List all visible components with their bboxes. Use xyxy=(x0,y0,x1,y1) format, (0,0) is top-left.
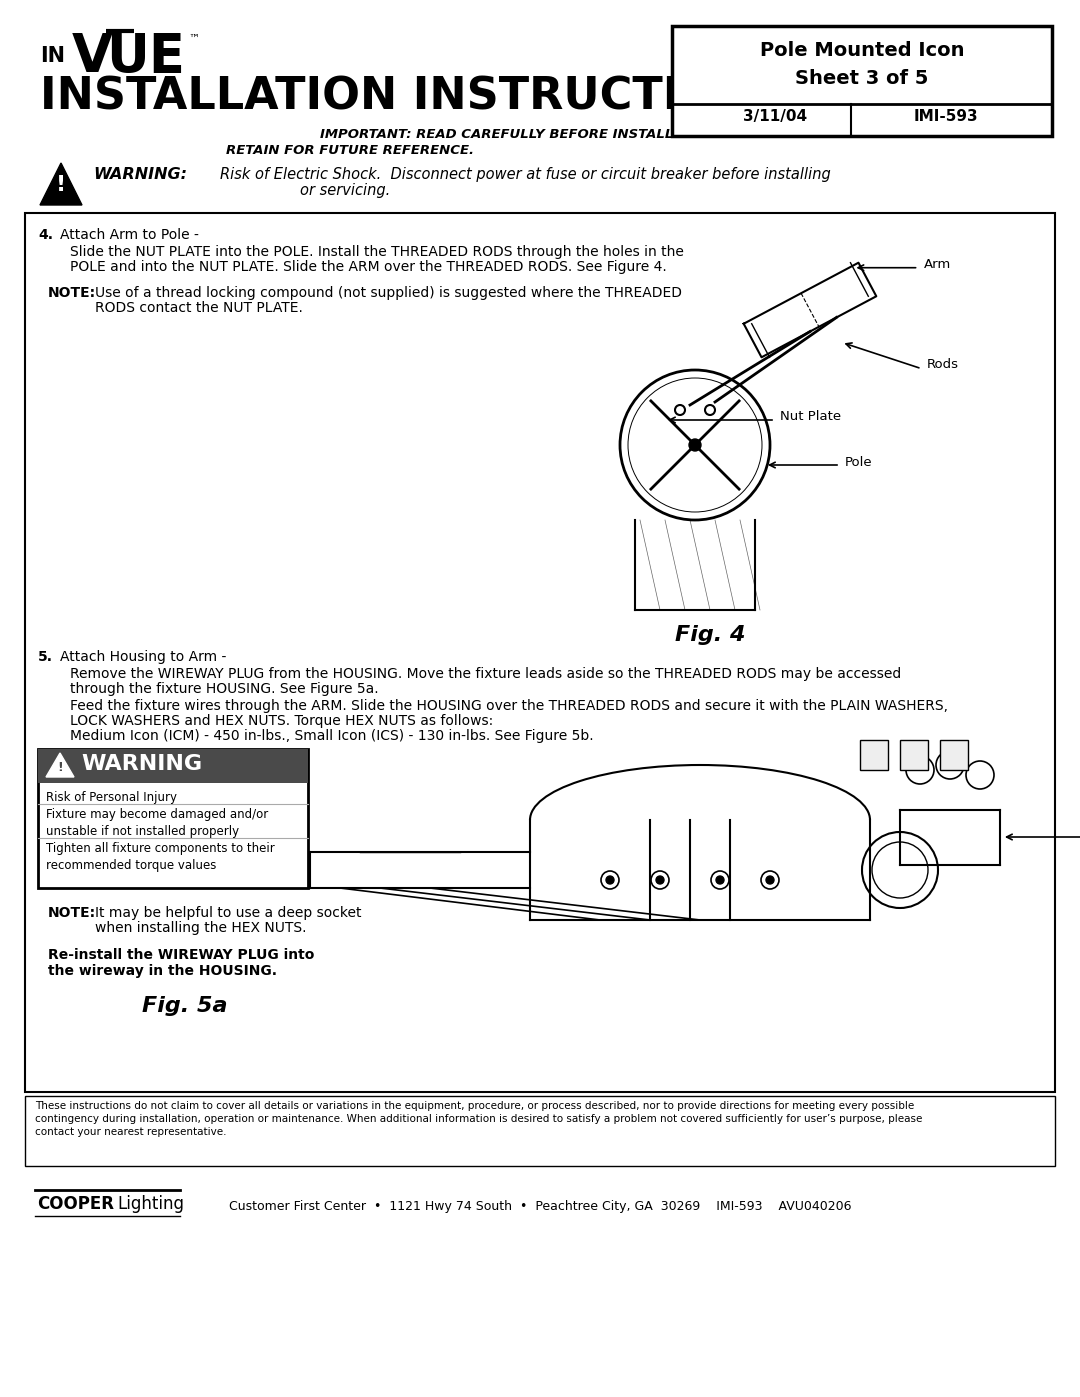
Bar xyxy=(38,749,308,888)
Text: POLE and into the NUT PLATE. Slide the ARM over the THREADED RODS. See Figure 4.: POLE and into the NUT PLATE. Slide the A… xyxy=(70,260,666,274)
Text: when installing the HEX NUTS.: when installing the HEX NUTS. xyxy=(95,921,307,935)
Bar xyxy=(25,212,1055,1092)
Circle shape xyxy=(689,439,701,451)
Text: Risk of Personal Injury: Risk of Personal Injury xyxy=(46,791,177,805)
Text: 4.: 4. xyxy=(38,228,53,242)
Text: Pole Mounted Icon: Pole Mounted Icon xyxy=(759,41,964,60)
Text: Sheet 3 of 5: Sheet 3 of 5 xyxy=(795,68,929,88)
Text: Re-install the WIREWAY PLUG into: Re-install the WIREWAY PLUG into xyxy=(48,949,314,963)
Text: the wireway in the HOUSING.: the wireway in the HOUSING. xyxy=(48,964,276,978)
Text: WARNING: WARNING xyxy=(81,754,202,774)
Text: unstable if not installed properly: unstable if not installed properly xyxy=(46,826,239,838)
Circle shape xyxy=(766,876,774,884)
Text: WARNING:: WARNING: xyxy=(93,168,187,182)
Bar xyxy=(860,740,888,770)
Text: V: V xyxy=(72,31,113,82)
Text: Use of a thread locking compound (not supplied) is suggested where the THREADED: Use of a thread locking compound (not su… xyxy=(95,286,681,300)
Text: Feed the fixture wires through the ARM. Slide the HOUSING over the THREADED RODS: Feed the fixture wires through the ARM. … xyxy=(70,698,948,712)
Text: recommended torque values: recommended torque values xyxy=(46,859,216,872)
Text: Nut Plate: Nut Plate xyxy=(780,411,841,423)
Text: UE: UE xyxy=(106,31,185,82)
Text: It may be helpful to use a deep socket: It may be helpful to use a deep socket xyxy=(95,907,362,921)
Text: RETAIN FOR FUTURE REFERENCE.: RETAIN FOR FUTURE REFERENCE. xyxy=(226,144,474,156)
Circle shape xyxy=(705,405,715,415)
Bar xyxy=(672,27,1052,136)
Text: Tighten all fixture components to their: Tighten all fixture components to their xyxy=(46,842,274,855)
Circle shape xyxy=(656,876,664,884)
Text: ™: ™ xyxy=(188,34,199,43)
Text: IN: IN xyxy=(40,46,65,66)
Bar xyxy=(38,749,308,782)
Circle shape xyxy=(675,405,685,415)
Text: Fig. 4: Fig. 4 xyxy=(675,624,745,645)
Text: through the fixture HOUSING. See Figure 5a.: through the fixture HOUSING. See Figure … xyxy=(70,682,379,696)
Text: Fixture may become damaged and/or: Fixture may become damaged and/or xyxy=(46,807,268,821)
Text: 3/11/04: 3/11/04 xyxy=(743,109,807,124)
Text: Pole: Pole xyxy=(845,457,873,469)
Text: or servicing.: or servicing. xyxy=(300,183,390,198)
Text: RODS contact the NUT PLATE.: RODS contact the NUT PLATE. xyxy=(95,300,302,314)
Text: Risk of Electric Shock.  Disconnect power at fuse or circuit breaker before inst: Risk of Electric Shock. Disconnect power… xyxy=(220,168,831,182)
Text: LOCK WASHERS and HEX NUTS. Torque HEX NUTS as follows:: LOCK WASHERS and HEX NUTS. Torque HEX NU… xyxy=(70,714,494,728)
Text: Customer First Center  •  1121 Hwy 74 South  •  Peachtree City, GA  30269    IMI: Customer First Center • 1121 Hwy 74 Sout… xyxy=(229,1200,851,1213)
Text: Lighting: Lighting xyxy=(117,1194,184,1213)
Polygon shape xyxy=(40,163,82,205)
Text: COOPER: COOPER xyxy=(37,1194,114,1213)
Text: Slide the NUT PLATE into the POLE. Install the THREADED RODS through the holes i: Slide the NUT PLATE into the POLE. Insta… xyxy=(70,244,684,258)
Text: IMPORTANT: READ CAREFULLY BEFORE INSTALLING FIXTURE.: IMPORTANT: READ CAREFULLY BEFORE INSTALL… xyxy=(320,129,773,141)
Text: NOTE:: NOTE: xyxy=(48,907,96,921)
Text: Fig. 5a: Fig. 5a xyxy=(143,996,228,1016)
Polygon shape xyxy=(46,753,75,777)
Text: Attach Arm to Pole -: Attach Arm to Pole - xyxy=(60,228,199,242)
Text: Rods: Rods xyxy=(927,358,959,372)
Text: !: ! xyxy=(56,175,66,196)
Text: These instructions do not claim to cover all details or variations in the equipm: These instructions do not claim to cover… xyxy=(35,1101,922,1137)
Text: Medium Icon (ICM) - 450 in-lbs., Small Icon (ICS) - 130 in-lbs. See Figure 5b.: Medium Icon (ICM) - 450 in-lbs., Small I… xyxy=(70,729,594,743)
Bar xyxy=(940,740,968,770)
Text: !: ! xyxy=(57,761,63,774)
Bar xyxy=(900,740,928,770)
Bar xyxy=(25,1097,1055,1166)
Circle shape xyxy=(606,876,615,884)
Text: Arm: Arm xyxy=(923,258,950,271)
Text: 5.: 5. xyxy=(38,650,53,664)
Text: INSTALLATION INSTRUCTIONS: INSTALLATION INSTRUCTIONS xyxy=(40,75,786,119)
Text: Attach Housing to Arm -: Attach Housing to Arm - xyxy=(60,650,227,664)
Text: IMI-593: IMI-593 xyxy=(914,109,977,124)
Text: NOTE:: NOTE: xyxy=(48,286,96,300)
Text: Remove the WIREWAY PLUG from the HOUSING. Move the fixture leads aside so the TH: Remove the WIREWAY PLUG from the HOUSING… xyxy=(70,666,901,680)
Circle shape xyxy=(716,876,724,884)
